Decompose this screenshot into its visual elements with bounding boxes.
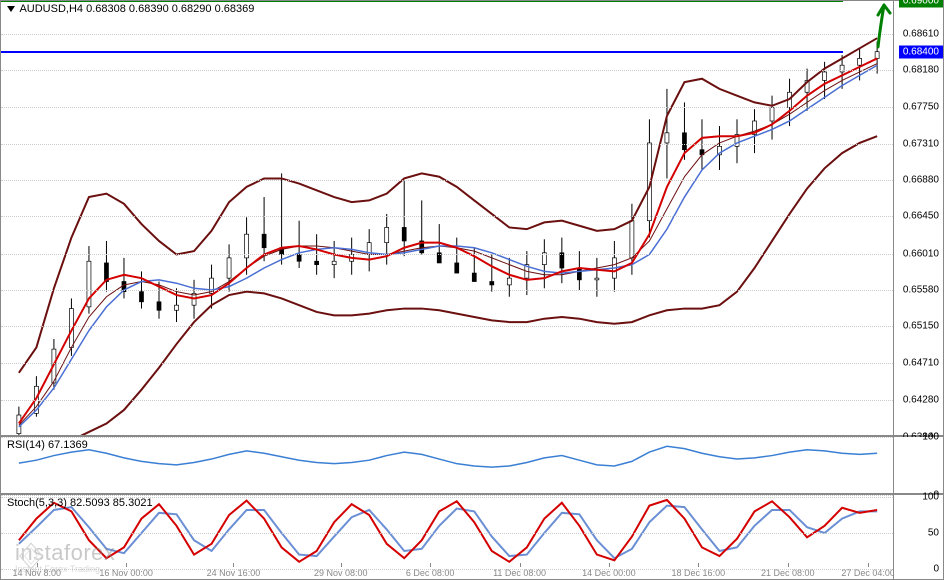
chart-menu-icon[interactable] bbox=[7, 6, 15, 12]
stoch-axis: 0 50 100 bbox=[893, 495, 943, 579]
price-tick: 0.68180 bbox=[903, 65, 939, 76]
symbol-label: AUDUSD bbox=[19, 3, 65, 15]
level_blue-label: 0.68400 bbox=[899, 45, 943, 58]
time-tick: 14 Dec 00:00 bbox=[582, 568, 636, 578]
price-tick: 0.66880 bbox=[903, 175, 939, 186]
rsi-panel[interactable]: RSI(14) 67.1369 0100 bbox=[0, 436, 944, 494]
support-line[interactable] bbox=[1, 51, 843, 53]
up-arrow-icon bbox=[870, 1, 893, 49]
time-axis: 14 Nov 8:0016 Nov 00:0024 Nov 16:0029 No… bbox=[1, 565, 893, 579]
price-axis: 0.638400.642800.647100.651500.655800.660… bbox=[893, 1, 943, 435]
price-tick: 0.65580 bbox=[903, 284, 939, 295]
time-tick: 27 Dec 04:00 bbox=[841, 568, 895, 578]
time-tick: 6 Dec 08:00 bbox=[406, 568, 455, 578]
main-plot-area[interactable] bbox=[1, 1, 893, 435]
rsi-plot-area[interactable] bbox=[1, 437, 893, 493]
rsi-tick: 100 bbox=[922, 432, 939, 443]
stoch-tick: 0 bbox=[933, 564, 939, 575]
ohlc-close: 0.68369 bbox=[215, 3, 255, 15]
ohlc-high: 0.68390 bbox=[129, 3, 169, 15]
time-tick: 18 Dec 16:00 bbox=[672, 568, 726, 578]
stoch-tick: 100 bbox=[922, 492, 939, 503]
level_green-label: 0.69000 bbox=[899, 0, 943, 8]
watermark-icon bbox=[15, 540, 47, 572]
stoch-tick: 50 bbox=[928, 528, 939, 539]
timeframe-label: H4 bbox=[69, 3, 83, 15]
time-tick: 21 Dec 08:00 bbox=[761, 568, 815, 578]
ohlc-open: 0.68308 bbox=[86, 3, 126, 15]
rsi-label: RSI(14) 67.1369 bbox=[7, 439, 88, 451]
ohlc-low: 0.68290 bbox=[172, 3, 212, 15]
price-tick: 0.65150 bbox=[903, 321, 939, 332]
price-tick: 0.67750 bbox=[903, 101, 939, 112]
price-tick: 0.66450 bbox=[903, 211, 939, 222]
stoch-panel[interactable]: Stoch(5,3,3) 82.5093 85.3021 0 50 100 14 N… bbox=[0, 494, 944, 580]
price-tick: 0.68610 bbox=[903, 28, 939, 39]
watermark: instaforex Instant Forex Trading bbox=[15, 540, 115, 574]
rsi-header: RSI(14) 67.1369 bbox=[7, 439, 88, 451]
price-tick: 0.67310 bbox=[903, 138, 939, 149]
main-chart-svg bbox=[1, 1, 893, 435]
rsi-axis: 0100 bbox=[893, 437, 943, 493]
rsi-svg bbox=[1, 437, 893, 493]
resistance-line[interactable] bbox=[1, 1, 843, 2]
time-tick: 24 Nov 16:00 bbox=[207, 568, 261, 578]
price-tick: 0.64710 bbox=[903, 358, 939, 369]
main-price-chart[interactable]: AUDUSD,H4 0.68308 0.68390 0.68290 0.6836… bbox=[0, 0, 944, 436]
price-tick: 0.66010 bbox=[903, 248, 939, 259]
time-tick: 29 Nov 08:00 bbox=[314, 568, 368, 578]
price-tick: 0.64280 bbox=[903, 394, 939, 405]
chart-header: AUDUSD,H4 0.68308 0.68390 0.68290 0.6836… bbox=[7, 3, 254, 15]
stoch-header: Stoch(5,3,3) 82.5093 85.3021 bbox=[7, 497, 153, 509]
stoch-label: Stoch(5,3,3) 82.5093 85.3021 bbox=[7, 497, 153, 509]
time-tick: 11 Dec 08:00 bbox=[493, 568, 546, 578]
